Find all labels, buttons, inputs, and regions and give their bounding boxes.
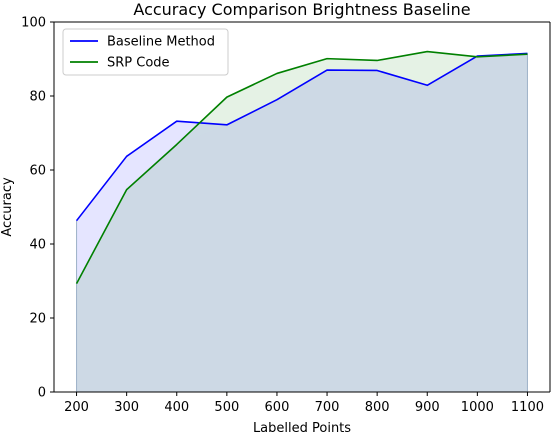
x-tick-label: 600 [265, 400, 290, 415]
x-tick-label: 1100 [511, 400, 544, 415]
legend-label-srp-code: SRP Code [107, 56, 170, 71]
x-tick-label: 300 [114, 400, 139, 415]
x-tick-label: 400 [164, 400, 189, 415]
legend-label-baseline-method: Baseline Method [107, 35, 215, 50]
legend-box [62, 28, 229, 76]
series-line-srp-code [75, 50, 528, 284]
y-axis-title: Accuracy [0, 177, 15, 237]
x-tick-label: 700 [315, 400, 340, 415]
area-overlap-fill [76, 54, 528, 392]
y-tick-label: 40 [29, 238, 46, 253]
x-tick-label: 500 [214, 400, 239, 415]
y-tick-label: 80 [29, 90, 46, 105]
x-tick-label: 1000 [461, 400, 494, 415]
series-lines [75, 50, 528, 284]
x-tick-label: 800 [365, 400, 390, 415]
legend: Baseline Method SRP Code [62, 28, 229, 76]
x-tick-label: 900 [415, 400, 440, 415]
y-tick-label: 60 [29, 164, 46, 179]
ticks: 200 300 400 500 600 700 800 900 1000 1100 0 20 40 60 8… [21, 16, 544, 416]
y-tick-label: 0 [38, 386, 46, 401]
y-tick-label: 20 [29, 312, 46, 327]
x-axis-title: Labelled Points [253, 421, 351, 435]
area-fills [76, 51, 528, 393]
axes [53, 21, 551, 393]
y-tick-label: 100 [21, 16, 46, 31]
chart-title: Accuracy Comparison Brightness Baseline [133, 0, 470, 19]
x-tick-label: 200 [64, 400, 89, 415]
series-line-baseline-method [75, 52, 528, 222]
